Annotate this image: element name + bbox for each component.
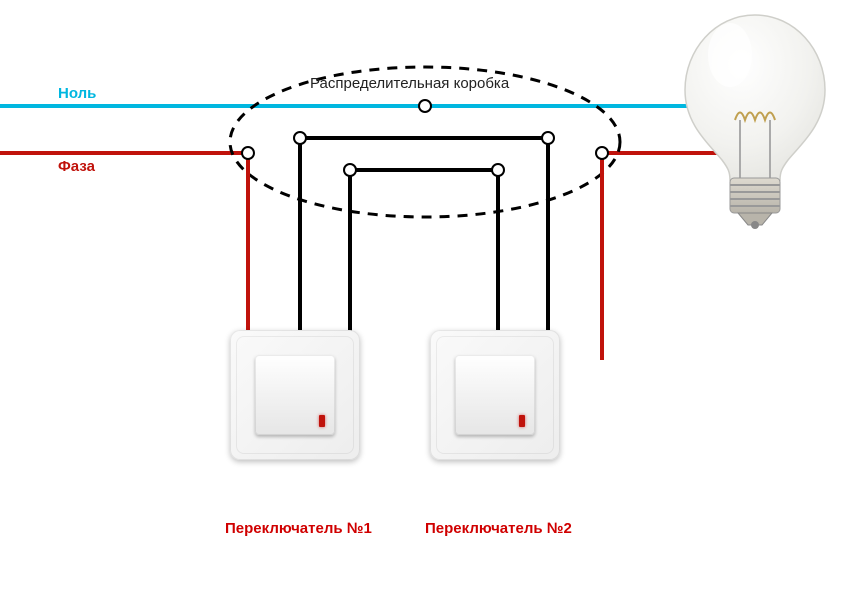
- switch-2-led-icon: [519, 415, 525, 427]
- switch-2-label: Переключатель №2: [425, 520, 572, 537]
- switch-1-led-icon: [319, 415, 325, 427]
- node-neutral: [419, 100, 431, 112]
- node-t1a: [294, 132, 306, 144]
- switch-2-rocker[interactable]: [455, 355, 536, 436]
- light-bulb-icon: [680, 10, 830, 230]
- node-t2b: [542, 132, 554, 144]
- node-phase-out: [596, 147, 608, 159]
- switch-1[interactable]: [230, 330, 360, 460]
- node-phase-in: [242, 147, 254, 159]
- phase-label: Фаза: [58, 158, 95, 175]
- node-t2a: [492, 164, 504, 176]
- switch-1-label: Переключатель №1: [225, 520, 372, 537]
- switch-1-rocker[interactable]: [255, 355, 336, 436]
- node-t1b: [344, 164, 356, 176]
- switch-2[interactable]: [430, 330, 560, 460]
- junction-box-label: Распределительная коробка: [310, 75, 509, 92]
- neutral-label: Ноль: [58, 85, 96, 102]
